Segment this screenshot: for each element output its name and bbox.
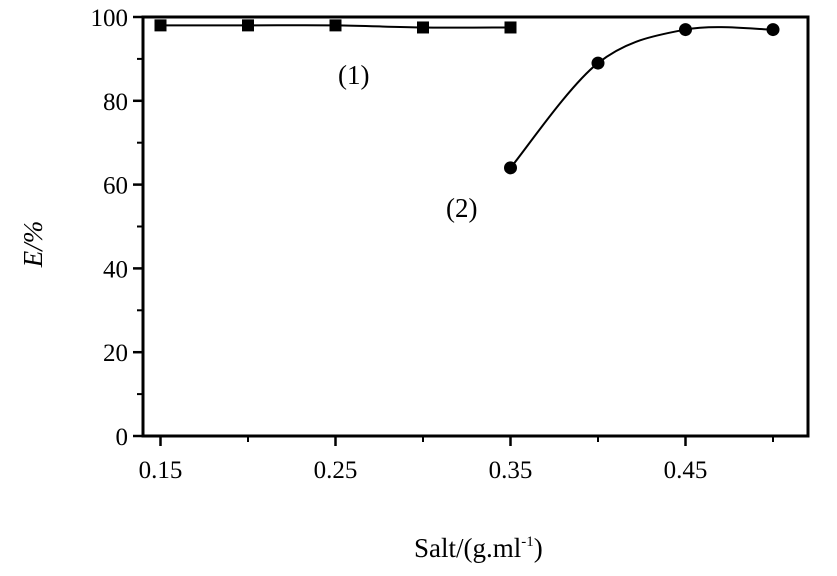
x-tick-label: 0.45 xyxy=(664,457,708,484)
x-axis-title-main: Salt/(g.ml xyxy=(414,533,521,563)
x-axis-title-sup: -1 xyxy=(521,534,534,550)
y-tick-labels: 0 20 40 60 80 100 xyxy=(91,5,129,451)
x-tick-label: 0.15 xyxy=(139,457,183,484)
x-tick-label: 0.25 xyxy=(314,457,358,484)
x-tick-labels: 0.15 0.25 0.35 0.45 xyxy=(139,457,708,484)
y-tick-label: 20 xyxy=(103,340,128,367)
y-tick-label: 80 xyxy=(103,89,128,116)
series-1-label: (1) xyxy=(338,60,369,90)
series-1-point xyxy=(242,19,254,32)
series-2-line xyxy=(509,26,774,169)
series-2-point xyxy=(766,23,780,37)
series-1-point xyxy=(417,21,429,34)
y-tick-label: 0 xyxy=(116,424,129,451)
y-tick-label: 40 xyxy=(103,256,128,283)
series-2-label: (2) xyxy=(446,193,477,223)
x-axis-title: Salt/(g.ml-1) xyxy=(414,533,543,563)
y-tick-label: 100 xyxy=(91,5,129,32)
series-2-point xyxy=(504,161,517,175)
series-1-point xyxy=(329,19,342,32)
series-1-point xyxy=(504,21,517,34)
series-markers xyxy=(154,19,780,175)
plot-frame xyxy=(141,15,810,438)
y-axis-title: E/% xyxy=(18,221,48,269)
x-tick-label: 0.35 xyxy=(489,457,533,484)
series-1-point xyxy=(154,19,167,32)
series-lines xyxy=(160,24,774,169)
axis-ticks xyxy=(133,15,774,446)
x-axis-title-end: ) xyxy=(534,533,543,563)
series-2-point xyxy=(591,56,605,70)
series-2-point xyxy=(679,23,692,37)
y-tick-label: 60 xyxy=(103,173,128,200)
